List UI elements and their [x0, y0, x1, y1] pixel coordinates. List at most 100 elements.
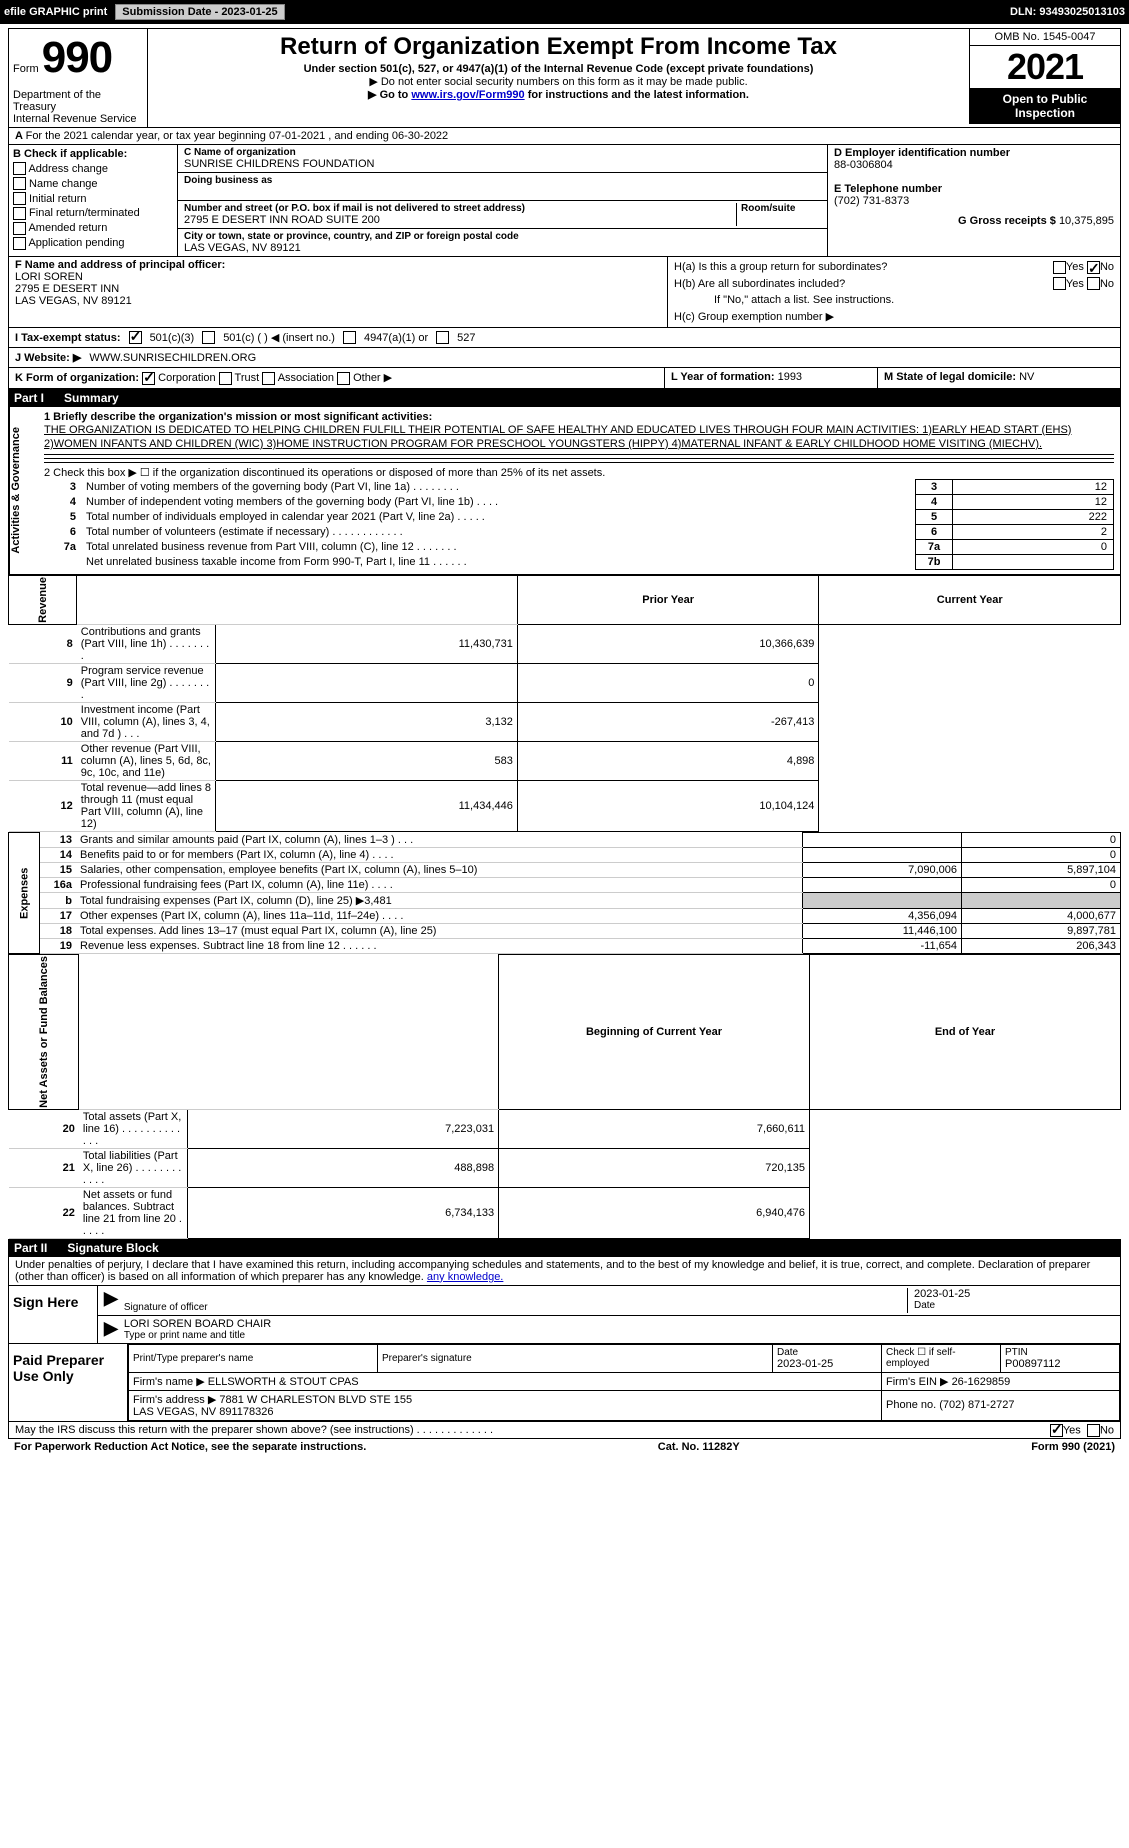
- line-a: A For the 2021 calendar year, or tax yea…: [8, 128, 1121, 145]
- paid-table: Print/Type preparer's name Preparer's si…: [128, 1344, 1120, 1421]
- box-b-header: B Check if applicable:: [13, 147, 173, 162]
- prior-year-header: Prior Year: [517, 576, 819, 625]
- ptin-label: PTIN: [1005, 1347, 1115, 1358]
- footer-left: For Paperwork Reduction Act Notice, see …: [14, 1441, 366, 1453]
- dln-label: DLN: 93493025013103: [1010, 6, 1125, 18]
- subtitle-1: Under section 501(c), 527, or 4947(a)(1)…: [154, 63, 963, 75]
- summary-row: 7aTotal unrelated business revenue from …: [44, 540, 1114, 555]
- revenue-row: 9Program service revenue (Part VIII, lin…: [9, 664, 1121, 703]
- checkbox[interactable]: [13, 192, 26, 205]
- footer-mid: Cat. No. 11282Y: [658, 1441, 740, 1453]
- summary-row: Net unrelated business taxable income fr…: [44, 555, 1114, 570]
- discuss-no: No: [1100, 1424, 1114, 1436]
- k-checkbox[interactable]: [337, 372, 350, 385]
- city-value: LAS VEGAS, NV 89121: [184, 242, 821, 254]
- sig-officer-label: Signature of officer: [124, 1302, 907, 1313]
- box-b: B Check if applicable: Address change Na…: [9, 145, 178, 256]
- sig-date: 2023-01-25: [914, 1288, 1114, 1300]
- discuss-yes: Yes: [1063, 1424, 1081, 1436]
- tax-status-label: I Tax-exempt status:: [15, 332, 121, 344]
- discuss-row: May the IRS discuss this return with the…: [8, 1422, 1121, 1439]
- preparer-date-label: Date: [777, 1347, 877, 1358]
- officer-name: LORI SOREN: [15, 271, 661, 283]
- box-b-item: Address change: [13, 162, 173, 177]
- box-deg: D Employer identification number 88-0306…: [827, 145, 1120, 256]
- any-knowledge-link[interactable]: any knowledge.: [427, 1271, 503, 1283]
- preparer-sig-label: Preparer's signature: [382, 1353, 768, 1364]
- header-center: Return of Organization Exempt From Incom…: [148, 29, 969, 103]
- part2-label: Part II: [14, 1241, 47, 1255]
- submission-date-btn[interactable]: Submission Date - 2023-01-25: [115, 4, 284, 20]
- netassets-row: 20Total assets (Part X, line 16) . . . .…: [9, 1109, 1121, 1148]
- preparer-date: 2023-01-25: [777, 1358, 877, 1370]
- ha-no-checkbox[interactable]: [1087, 261, 1100, 274]
- box-b-item: Final return/terminated: [13, 206, 173, 221]
- ptin-value: P00897112: [1005, 1358, 1115, 1370]
- section-b: B Check if applicable: Address change Na…: [8, 145, 1121, 257]
- ein-label: D Employer identification number: [834, 147, 1114, 159]
- hc-question: H(c) Group exemption number ▶: [674, 309, 1114, 326]
- revenue-row: 11Other revenue (Part VIII, column (A), …: [9, 742, 1121, 781]
- subtitle-3: ▶ Go to www.irs.gov/Form990 for instruct…: [154, 88, 963, 101]
- hb-yes-checkbox[interactable]: [1053, 277, 1066, 290]
- k-checkbox[interactable]: [262, 372, 275, 385]
- line-a-text: For the 2021 calendar year, or tax year …: [26, 130, 449, 142]
- room-label: Room/suite: [741, 203, 821, 214]
- line-l: L Year of formation: 1993: [665, 368, 878, 388]
- gross-label: G Gross receipts $: [958, 215, 1056, 227]
- expense-row: 14Benefits paid to or for members (Part …: [9, 848, 1121, 863]
- revenue-row: 8Contributions and grants (Part VIII, li…: [9, 625, 1121, 664]
- checkbox[interactable]: [13, 222, 26, 235]
- summary-row: 4Number of independent voting members of…: [44, 495, 1114, 510]
- form-word: Form: [13, 63, 39, 75]
- street-label: Number and street (or P.O. box if mail i…: [184, 203, 736, 214]
- expense-row: bTotal fundraising expenses (Part IX, co…: [9, 893, 1121, 909]
- k-checkbox[interactable]: [142, 372, 155, 385]
- efile-topbar: efile GRAPHIC print Submission Date - 20…: [0, 0, 1129, 24]
- website-value: WWW.SUNRISECHILDREN.ORG: [89, 352, 256, 364]
- org-name: SUNRISE CHILDRENS FOUNDATION: [184, 158, 821, 170]
- netassets-row: 21Total liabilities (Part X, line 26) . …: [9, 1148, 1121, 1187]
- discuss-no-checkbox[interactable]: [1087, 1424, 1100, 1437]
- summary-row: 6Total number of volunteers (estimate if…: [44, 525, 1114, 540]
- box-c: C Name of organization SUNRISE CHILDRENS…: [178, 145, 827, 256]
- ha-yes-checkbox[interactable]: [1053, 261, 1066, 274]
- opt-4947: 4947(a)(1) or: [364, 332, 428, 344]
- side-revenue: Revenue: [9, 576, 77, 625]
- expense-row: 17Other expenses (Part IX, column (A), l…: [9, 909, 1121, 924]
- line-i: I Tax-exempt status: 501(c)(3) 501(c) ( …: [8, 328, 1121, 348]
- expense-row: 16aProfessional fundraising fees (Part I…: [9, 878, 1121, 893]
- self-employed-label: Check ☐ if self-employed: [882, 1344, 1001, 1372]
- opt-527: 527: [457, 332, 475, 344]
- firm-addr-label: Firm's address ▶: [133, 1394, 216, 1406]
- firm-phone-label: Phone no.: [886, 1399, 936, 1411]
- k-checkbox[interactable]: [219, 372, 232, 385]
- checkbox[interactable]: [13, 162, 26, 175]
- side-netassets: Net Assets or Fund Balances: [9, 955, 79, 1110]
- discuss-question: May the IRS discuss this return with the…: [15, 1424, 493, 1436]
- revenue-row: 10Investment income (Part VIII, column (…: [9, 703, 1121, 742]
- box-h: H(a) Is this a group return for subordin…: [667, 257, 1120, 327]
- k-label: K Form of organization:: [15, 372, 139, 384]
- officer-label: F Name and address of principal officer:: [15, 259, 661, 271]
- 501c3-checkbox[interactable]: [129, 331, 142, 344]
- expenses-table: Expenses13Grants and similar amounts pai…: [8, 832, 1121, 954]
- 527-checkbox[interactable]: [436, 331, 449, 344]
- checkbox[interactable]: [13, 177, 26, 190]
- revenue-table: Revenue Prior Year Current Year 8Contrib…: [8, 575, 1121, 832]
- header-right: OMB No. 1545-0047 2021 Open to Public In…: [969, 29, 1120, 124]
- officer-addr2: LAS VEGAS, NV 89121: [15, 295, 661, 307]
- checkbox[interactable]: [13, 207, 26, 220]
- m-label: M State of legal domicile:: [884, 371, 1016, 383]
- irs-link[interactable]: www.irs.gov/Form990: [411, 89, 524, 101]
- discuss-yes-checkbox[interactable]: [1050, 1424, 1063, 1437]
- mission-text: THE ORGANIZATION IS DEDICATED TO HELPING…: [44, 423, 1114, 452]
- hb-no-checkbox[interactable]: [1087, 277, 1100, 290]
- 501c-checkbox[interactable]: [202, 331, 215, 344]
- department-label: Department of the Treasury Internal Reve…: [9, 87, 148, 127]
- phone-value: (702) 731-8373: [834, 195, 1114, 207]
- footer-right: Form 990 (2021): [1031, 1441, 1115, 1453]
- summary-row: 5Total number of individuals employed in…: [44, 510, 1114, 525]
- checkbox[interactable]: [13, 237, 26, 250]
- 4947-checkbox[interactable]: [343, 331, 356, 344]
